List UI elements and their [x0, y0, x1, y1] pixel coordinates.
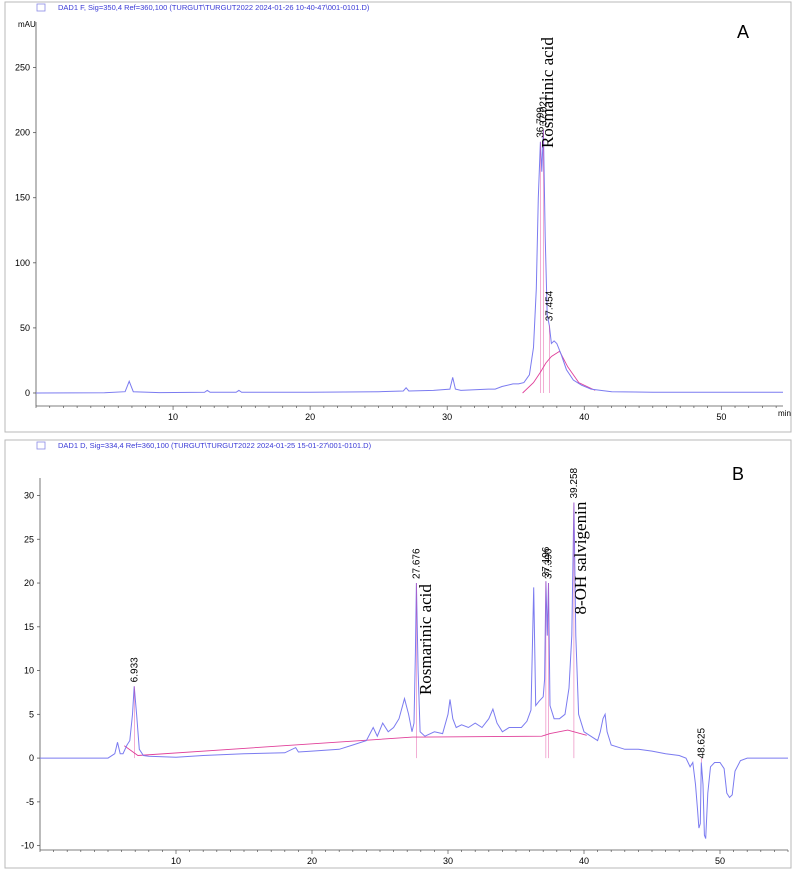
x-tick-label: 30 — [442, 412, 452, 422]
peak-label-0: 6.933 — [129, 657, 140, 682]
panel-letter: B — [732, 464, 744, 484]
peak-label-3: 37.390 — [544, 548, 555, 579]
x-tick-label: 20 — [305, 412, 315, 422]
y-tick-label: -10 — [21, 841, 34, 851]
panel-frame — [4, 1, 792, 433]
y-tick-label: 20 — [24, 578, 34, 588]
x-tick-label: 10 — [171, 856, 181, 866]
y-tick-label: 150 — [15, 193, 30, 203]
y-tick-label: 15 — [24, 622, 34, 632]
y-tick-label: 50 — [20, 323, 30, 333]
y-tick-label: 0 — [25, 388, 30, 398]
legend-swatch — [36, 3, 46, 12]
compound-label-1: 8-OH salvigenin — [571, 501, 590, 614]
y-tick-label: 10 — [24, 666, 34, 676]
peak-label-2: 37.196 — [541, 546, 552, 577]
peak-label-2: 37.454 — [544, 290, 555, 321]
chromatogram-panel-a: DAD1 F, Sig=350,4 Ref=360,100 (TURGUT\TU… — [4, 1, 792, 433]
compound-label-0: Rosmarinic acid — [538, 37, 557, 148]
y-tick-label: 30 — [24, 491, 34, 501]
peak-label-0: 36.799 — [535, 107, 546, 138]
chromatogram-b-chart: DAD1 D, Sig=334,4 Ref=360,100 (TURGUT\TU… — [4, 439, 792, 869]
legend-label: DAD1 F, Sig=350,4 Ref=360,100 (TURGUT\TU… — [58, 3, 370, 12]
panel-letter: A — [737, 22, 749, 42]
chromatogram-panel-b: DAD1 D, Sig=334,4 Ref=360,100 (TURGUT\TU… — [0, 436, 796, 872]
y-tick-label: 25 — [24, 534, 34, 544]
integration-baseline — [522, 350, 596, 394]
y-tick-label: -5 — [26, 797, 34, 807]
chromatogram-a-chart: DAD1 F, Sig=350,4 Ref=360,100 (TURGUT\TU… — [4, 1, 792, 433]
integration-baseline — [124, 729, 587, 756]
x-tick-label: 40 — [579, 412, 589, 422]
y-tick-label: 200 — [15, 128, 30, 138]
legend-swatch — [36, 441, 46, 450]
chromatogram-trace — [40, 502, 788, 839]
chromatogram-trace — [35, 129, 783, 394]
panel-frame — [4, 439, 792, 869]
x-tick-label: 20 — [307, 856, 317, 866]
y-tick-label: 250 — [15, 63, 30, 73]
peak-label-5: 48.625 — [696, 727, 707, 758]
x-axis-unit: min — [778, 409, 791, 418]
x-tick-label: 10 — [168, 412, 178, 422]
y-tick-label: 100 — [15, 258, 30, 268]
y-tick-label: 0 — [29, 753, 34, 763]
x-tick-label: 50 — [715, 856, 725, 866]
legend-label: DAD1 D, Sig=334,4 Ref=360,100 (TURGUT\TU… — [58, 441, 372, 450]
peak-label-1: 37.021 — [538, 95, 549, 126]
y-tick-label: 5 — [29, 709, 34, 719]
x-tick-label: 50 — [716, 412, 726, 422]
y-axis-unit: mAU — [18, 20, 36, 29]
x-tick-label: 30 — [443, 856, 453, 866]
x-tick-label: 40 — [579, 856, 589, 866]
peak-label-1: 27.676 — [411, 548, 422, 579]
peak-label-4: 39.258 — [569, 467, 580, 498]
compound-label-0: Rosmarinic acid — [416, 584, 435, 695]
